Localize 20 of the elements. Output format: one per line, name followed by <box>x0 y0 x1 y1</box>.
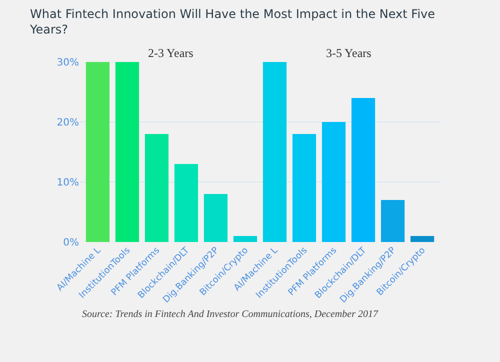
bar <box>262 62 287 242</box>
bar <box>351 98 376 242</box>
bar <box>115 62 140 242</box>
bar <box>292 134 316 242</box>
y-tick-label: 20% <box>56 118 79 128</box>
source-note: Source: Trends in Fintech And Investor Communications, December 2017 <box>82 309 379 320</box>
text: 2-3 Years <box>148 46 194 60</box>
y-tick-label: 0% <box>63 238 79 248</box>
bar <box>204 194 228 242</box>
y-tick-label: 30% <box>56 58 79 68</box>
chart-title: What Fintech Innovation Will Have the Most Impact in the Next Five Years? <box>29 7 436 37</box>
bar <box>86 62 110 242</box>
bar <box>322 122 346 242</box>
bar <box>174 164 198 242</box>
bar <box>380 200 405 242</box>
text: 3-5 Years <box>326 46 372 60</box>
bar <box>144 134 169 242</box>
y-tick-label: 10% <box>56 178 79 188</box>
bar <box>410 236 434 242</box>
bar <box>233 236 258 242</box>
